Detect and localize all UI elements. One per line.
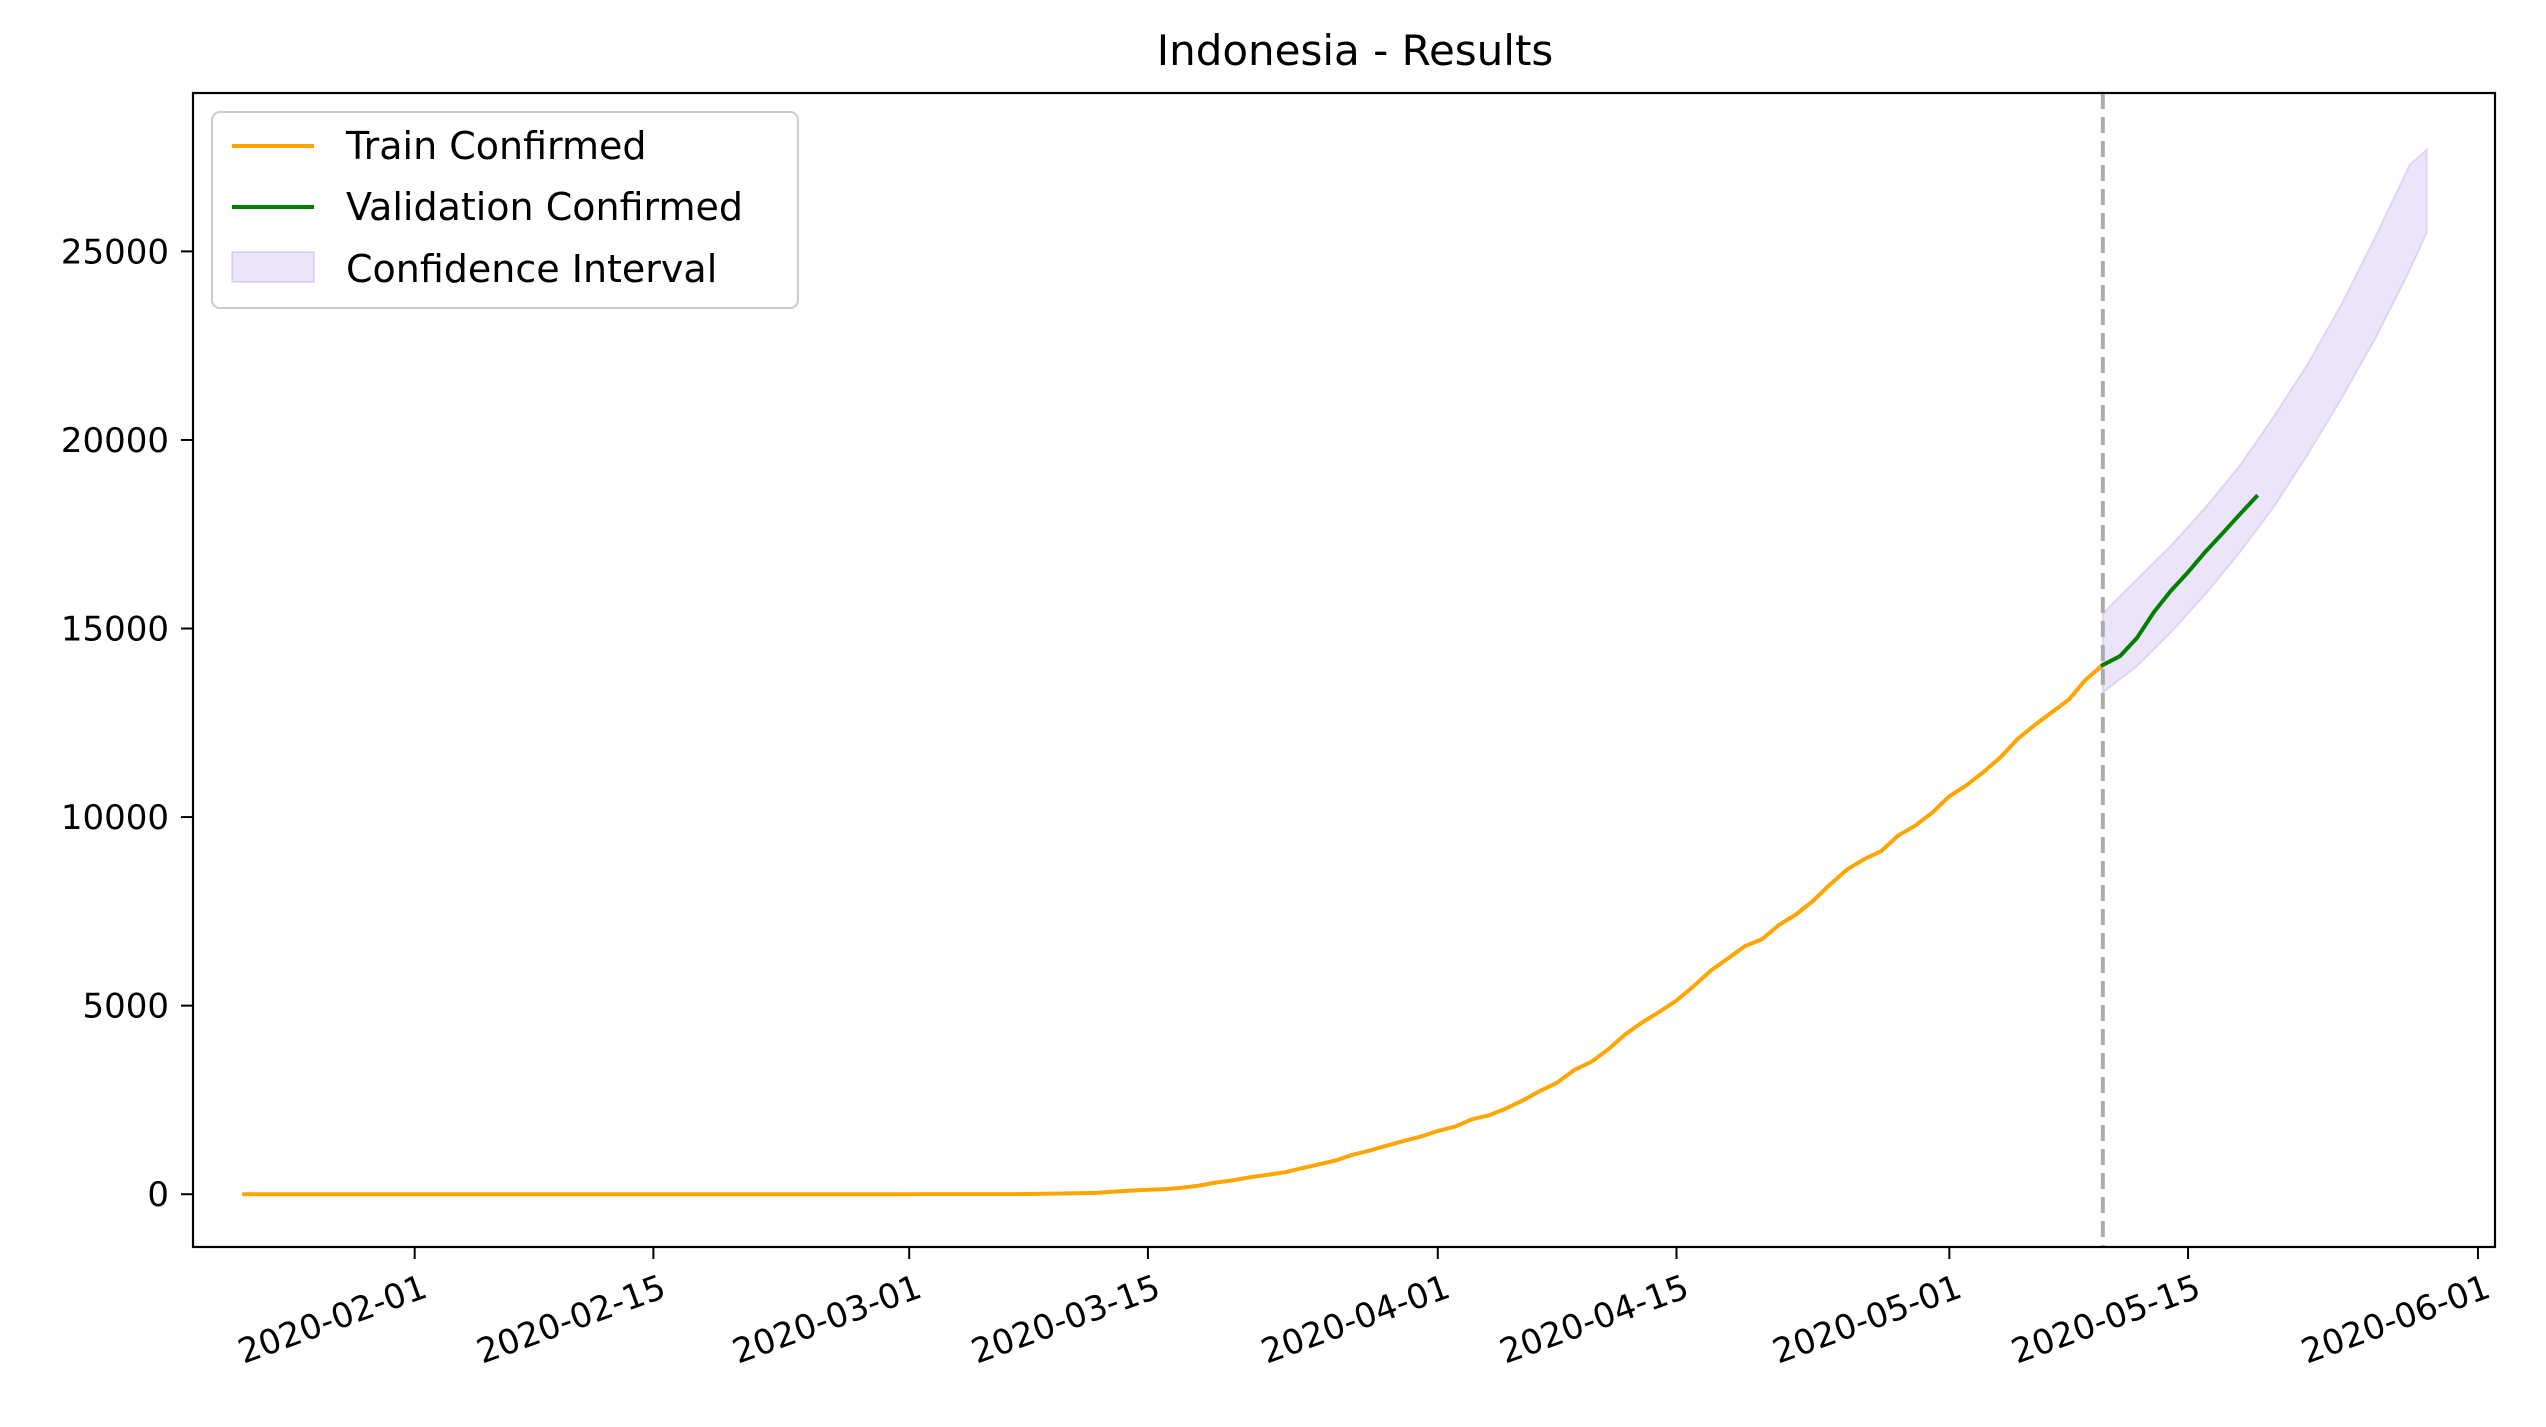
series-lines-layer xyxy=(242,493,2260,1197)
y-tick-label: 15000 xyxy=(61,610,169,650)
confidence-interval-layer xyxy=(2101,147,2428,695)
y-tick-label: 10000 xyxy=(61,798,169,838)
y-tick-label: 5000 xyxy=(82,987,169,1027)
legend-interval-swatch xyxy=(231,251,315,283)
plot-frame xyxy=(191,91,2497,1249)
legend-box xyxy=(211,111,799,309)
plot-area xyxy=(242,93,2428,1247)
y-tick-label: 0 xyxy=(147,1175,169,1215)
legend-train-label: Train Confirmed xyxy=(345,124,647,168)
confidence-interval-band xyxy=(2101,147,2428,695)
legend-interval-label: Confidence Interval xyxy=(346,247,717,291)
y-tick-label: 25000 xyxy=(61,232,169,272)
train-confirmed-line xyxy=(242,662,2106,1197)
legend: Train Confirmed Validation Confirmed Con… xyxy=(211,111,799,309)
y-tick-label: 20000 xyxy=(61,421,169,461)
validation-confirmed-line xyxy=(2100,493,2260,668)
chart-title: Indonesia - Results xyxy=(1157,26,1554,75)
y-axis: 0 5000 10000 15000 20000 25000 xyxy=(61,232,193,1215)
legend-validation-label: Validation Confirmed xyxy=(346,185,743,229)
